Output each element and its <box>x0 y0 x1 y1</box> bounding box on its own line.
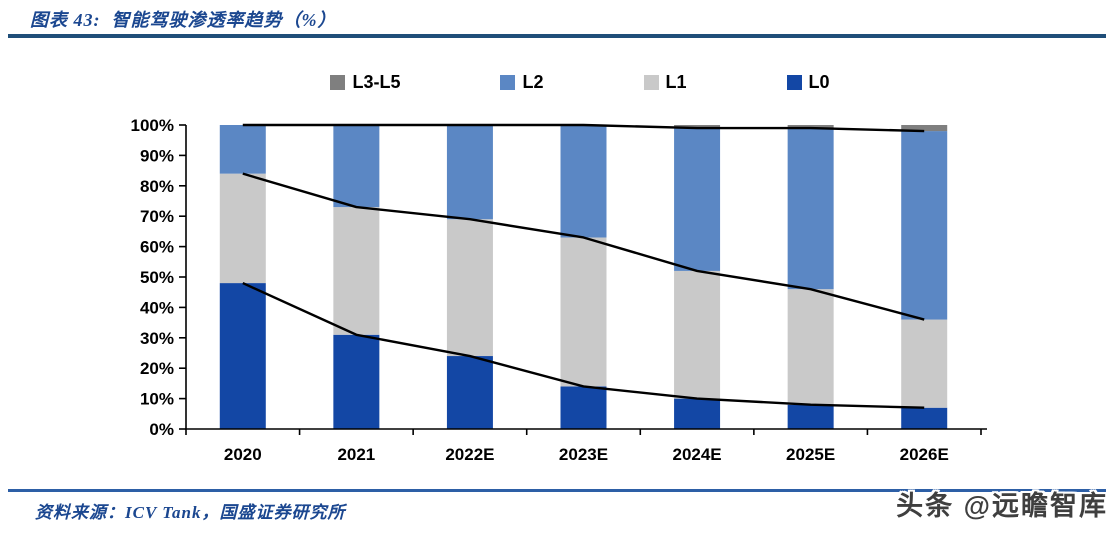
bar-segment-l1-2023E <box>560 237 607 387</box>
bar-segment-l1-2020 <box>219 173 266 284</box>
bar-segment-l2-2020 <box>219 125 266 174</box>
y-tick-label: 40% <box>140 298 174 317</box>
legend-label-l3-l5: L3-L5 <box>352 72 401 92</box>
bar-segment-l1-2021 <box>333 207 380 335</box>
legend-swatch-l2 <box>500 75 516 90</box>
y-tick-label: 30% <box>140 329 174 348</box>
bar-segment-l1-2024E <box>674 270 721 399</box>
bar-segment-l2-2026E <box>901 131 948 320</box>
x-category-label: 2022E <box>445 445 494 464</box>
bar-segment-l0-2024E <box>674 398 721 429</box>
x-category-label: 2020 <box>224 445 262 464</box>
legend-item-l1: L1 <box>643 72 687 93</box>
bar-segment-l1-2025E <box>787 289 834 405</box>
legend-swatch-l3-l5 <box>330 75 346 90</box>
header-rule <box>8 34 1106 38</box>
bar-segment-l2-2022E <box>446 125 493 220</box>
boundary-line-2 <box>242 123 925 133</box>
bar-segment-l0-2022E <box>446 356 493 429</box>
legend-item-l2: L2 <box>500 72 544 93</box>
y-tick-label: 50% <box>140 268 174 287</box>
y-tick-label: 20% <box>140 359 174 378</box>
y-tick-label: 90% <box>140 146 174 165</box>
boundary-line-0 <box>242 281 925 409</box>
bar-segment-l3-l5-2026E <box>901 125 948 132</box>
bar-segment-l0-2026E <box>901 407 948 429</box>
bar-segment-l0-2021 <box>333 334 380 429</box>
bar-segment-l0-2023E <box>560 386 607 429</box>
watermark: 头条 @远瞻智库 <box>896 491 1108 521</box>
x-category-label: 2023E <box>559 445 608 464</box>
source-line: 资料来源：ICV Tank，国盛证券研究所 <box>35 503 346 522</box>
bar-segment-l2-2021 <box>333 125 380 208</box>
bar-segment-l1-2026E <box>901 319 948 408</box>
legend-swatch-l1 <box>643 75 659 90</box>
legend-swatch-l0 <box>786 75 802 90</box>
bar-segment-l0-2025E <box>787 404 834 429</box>
bar-segment-l2-2025E <box>787 128 834 290</box>
legend-label-l0: L0 <box>808 72 830 92</box>
legend-item-l3-l5: L3-L5 <box>330 72 400 93</box>
bar-segment-l3-l5-2024E <box>674 125 721 129</box>
bar-segment-l2-2023E <box>560 125 607 238</box>
legend-label-l2: L2 <box>522 72 544 92</box>
y-tick-label: 100% <box>131 116 174 135</box>
bar-segment-l2-2024E <box>674 128 721 271</box>
legend-label-l1: L1 <box>665 72 687 92</box>
y-tick-label: 70% <box>140 207 174 226</box>
chart-legend: L3-L5 L2 L1 L0 <box>150 72 1010 93</box>
y-tick-label: 10% <box>140 390 174 409</box>
y-tick-label: 80% <box>140 177 174 196</box>
x-category-label: 2026E <box>900 445 949 464</box>
bar-segment-l1-2022E <box>446 219 493 357</box>
boundary-line-1 <box>242 172 925 321</box>
x-category-label: 2024E <box>672 445 721 464</box>
footer-rule <box>8 489 1106 492</box>
y-tick-label: 60% <box>140 238 174 257</box>
x-category-label: 2021 <box>337 445 375 464</box>
legend-item-l0: L0 <box>786 72 830 93</box>
figure-title: 图表 43: 智能驾驶渗透率趋势（%） <box>30 10 337 30</box>
x-category-label: 2025E <box>786 445 835 464</box>
bar-segment-l0-2020 <box>219 283 266 429</box>
bar-segment-l3-l5-2025E <box>787 125 834 129</box>
y-tick-label: 0% <box>149 420 174 439</box>
